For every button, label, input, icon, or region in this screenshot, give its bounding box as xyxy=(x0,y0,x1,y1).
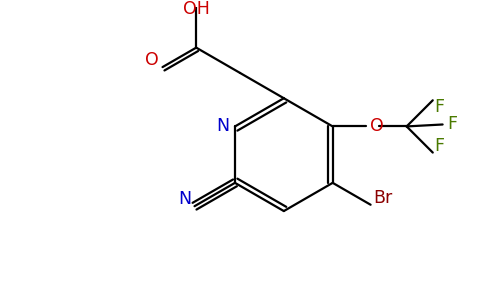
Text: O: O xyxy=(145,51,159,69)
Text: N: N xyxy=(216,117,229,135)
Text: F: F xyxy=(435,136,445,154)
Text: Br: Br xyxy=(374,189,393,207)
Text: O: O xyxy=(370,117,383,135)
Text: F: F xyxy=(435,98,445,116)
Text: N: N xyxy=(179,190,192,208)
Text: OH: OH xyxy=(183,0,210,18)
Text: F: F xyxy=(448,116,457,134)
